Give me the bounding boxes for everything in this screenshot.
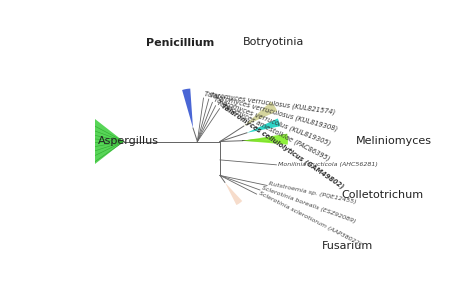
Polygon shape bbox=[182, 89, 193, 128]
Text: Botryotinia: Botryotinia bbox=[243, 37, 304, 47]
Text: Sclerotinia borealis (ESZ92089): Sclerotinia borealis (ESZ92089) bbox=[261, 186, 356, 224]
Polygon shape bbox=[67, 110, 124, 173]
Text: Meliniomyces: Meliniomyces bbox=[356, 136, 432, 147]
Text: Sclerotinia sclerotiorum (AAP38022): Sclerotinia sclerotiorum (AAP38022) bbox=[257, 190, 362, 246]
Polygon shape bbox=[243, 134, 288, 145]
Polygon shape bbox=[225, 183, 242, 205]
Text: Talaromyces verrucolus (KUL819305): Talaromyces verrucolus (KUL819305) bbox=[213, 96, 331, 146]
Text: Rutstroemia sp. (PQE12455): Rutstroemia sp. (PQE12455) bbox=[268, 181, 357, 204]
Text: Colletotrichum: Colletotrichum bbox=[342, 190, 424, 200]
Text: Talaromyces verruculosus (KUL821574): Talaromyces verruculosus (KUL821574) bbox=[204, 91, 335, 116]
Text: Penicillium: Penicillium bbox=[146, 38, 215, 48]
Text: Aspergillus: Aspergillus bbox=[98, 136, 159, 147]
Text: Talaromyces amestolkiae (PAC86395): Talaromyces amestolkiae (PAC86395) bbox=[216, 99, 331, 162]
Text: Talaromyces verruculosus (KUL819308): Talaromyces verruculosus (KUL819308) bbox=[209, 92, 338, 132]
Polygon shape bbox=[244, 102, 277, 126]
Polygon shape bbox=[247, 119, 280, 133]
Text: Fusarium: Fusarium bbox=[322, 241, 373, 251]
Text: Talaromyces cellulolyticus (GAM49802): Talaromyces cellulolyticus (GAM49802) bbox=[220, 102, 345, 190]
Text: Monilinia fructicola (AHC56281): Monilinia fructicola (AHC56281) bbox=[278, 162, 378, 167]
